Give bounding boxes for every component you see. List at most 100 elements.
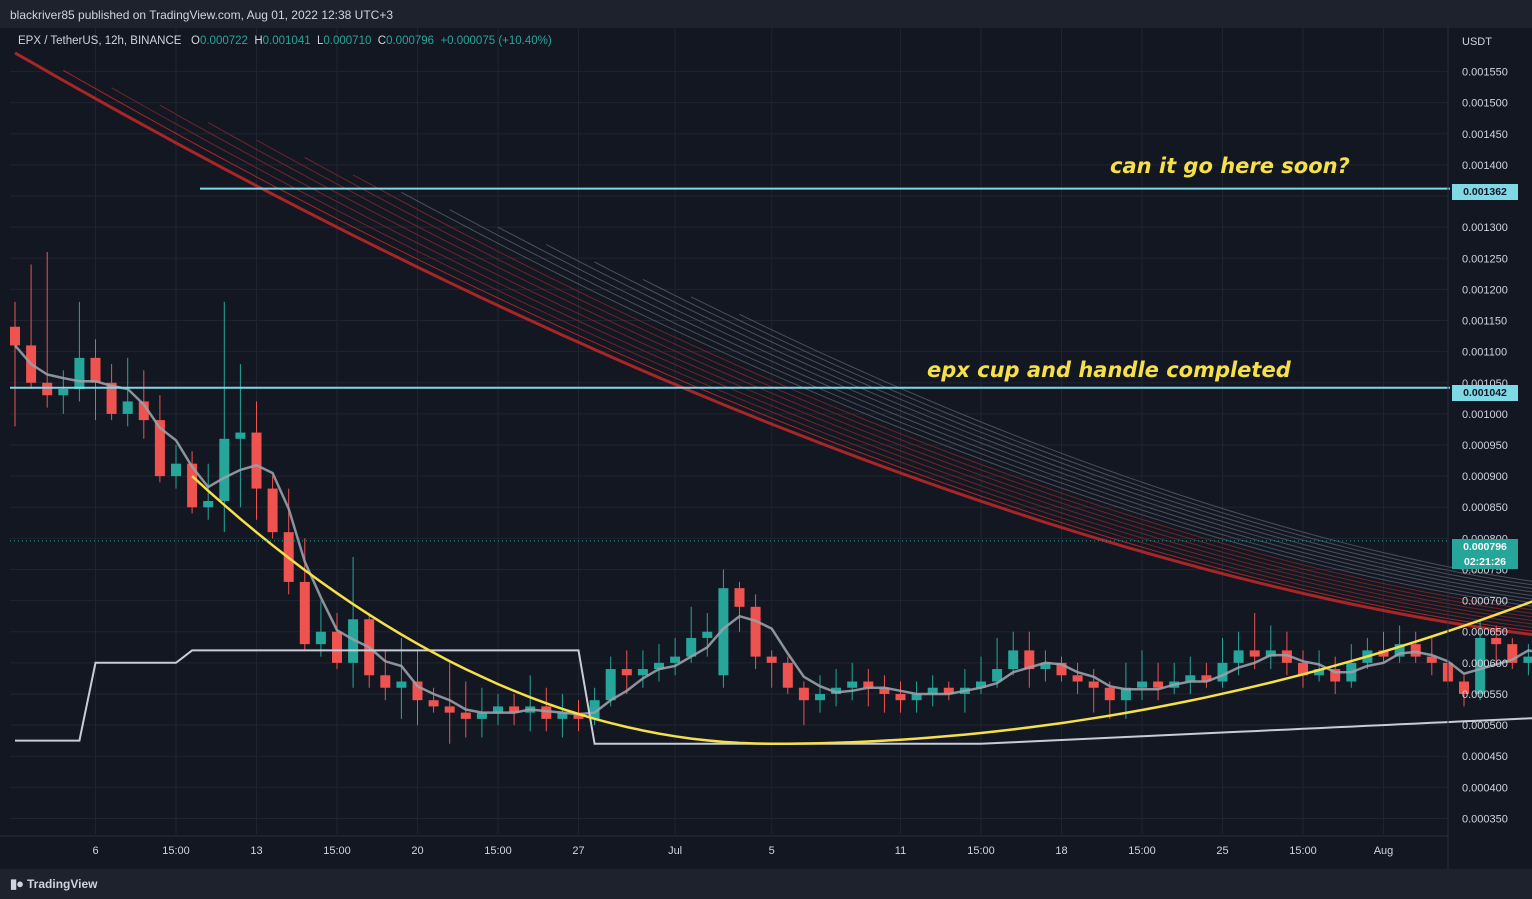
candle-body <box>1523 656 1532 663</box>
overlay-lines <box>10 187 1532 746</box>
price-tick-label: 0.001250 <box>1462 253 1508 265</box>
candle-body <box>605 669 616 701</box>
ribbon-line <box>111 87 1532 628</box>
close-value: 0.000796 <box>386 35 435 47</box>
ribbon-line <box>256 139 1532 618</box>
candle-body <box>1281 650 1292 663</box>
ribbon-line <box>497 226 1532 600</box>
time-tick-label: 15:00 <box>484 845 512 857</box>
last-price-badge: 0.000796 <box>1452 539 1518 555</box>
price-tick-label: 0.000650 <box>1462 627 1508 639</box>
candle-body <box>476 712 487 719</box>
candle-body <box>847 681 858 688</box>
time-tick-label: 15:00 <box>162 845 190 857</box>
price-tick-label: 0.000550 <box>1462 689 1508 701</box>
candle-body <box>1185 675 1196 682</box>
price-tick-label: 0.001550 <box>1462 67 1508 79</box>
candle-body <box>686 637 697 657</box>
tradingview-logo-icon: ▮● <box>10 876 24 891</box>
price-tick-label: 0.001150 <box>1462 316 1507 328</box>
candle-body <box>219 438 230 502</box>
currency-label: USDT <box>1462 36 1492 48</box>
candle-body <box>1201 675 1212 682</box>
price-tick-label: 0.001100 <box>1462 347 1507 359</box>
bar-countdown: 02:21:26 <box>1452 555 1518 569</box>
close-label: C <box>377 35 387 47</box>
candle-body <box>90 357 101 383</box>
candle-body <box>460 712 471 719</box>
high-label: H <box>254 35 263 47</box>
candle-body <box>154 420 165 477</box>
candle-body <box>299 581 310 645</box>
candle-body <box>74 357 85 389</box>
candle-body <box>1040 662 1051 670</box>
candle-body <box>58 388 69 396</box>
time-tick-label: 25 <box>1216 845 1228 857</box>
price-chart[interactable]: USDT 0.001550 0.001500 0.001450 0.001400 0.00… <box>0 28 1532 869</box>
high-value: 0.001041 <box>262 35 311 47</box>
time-tick-label: 18 <box>1055 845 1067 857</box>
candle-body <box>798 687 809 701</box>
candle-body <box>1426 656 1437 663</box>
target-price-badge: 0.001362 <box>1452 184 1518 200</box>
candle-body <box>187 463 198 508</box>
candle-body <box>621 669 632 676</box>
price-tick-label: 0.000350 <box>1462 813 1508 825</box>
breakout-price-badge: 0.001042 <box>1452 385 1518 401</box>
ribbon-line <box>207 122 1532 621</box>
candle-body <box>42 382 53 396</box>
candle-body <box>509 706 520 713</box>
candle-body <box>1120 687 1131 701</box>
time-tick-label: 15:00 <box>323 845 351 857</box>
candle-body <box>766 656 777 663</box>
time-tick-label: 13 <box>250 845 262 857</box>
ribbon-line <box>594 261 1532 593</box>
ohlc-legend[interactable]: EPX / TetherUS, 12h, BINANCE O0.000722 H… <box>18 35 552 47</box>
candle-body <box>1008 650 1019 670</box>
publisher-info: blackriver85 published on TradingView.co… <box>10 8 394 22</box>
candle-body <box>879 687 890 694</box>
candle-body <box>750 606 761 657</box>
time-axis[interactable]: 6 15:00 13 15:00 20 15:00 27 Jul 5 11 15:00 18 15:00… <box>0 835 1448 857</box>
candle-body <box>1298 662 1308 676</box>
ribbon-line <box>14 51 1532 637</box>
candle-body <box>332 631 342 663</box>
price-tick-label: 0.000850 <box>1462 502 1508 514</box>
annotation-cup-handle: epx cup and handle completed <box>927 358 1291 382</box>
candle-body <box>541 706 552 719</box>
candle-body <box>1394 644 1405 657</box>
candle-body <box>670 656 681 663</box>
tradingview-brand[interactable]: ▮● TradingView <box>10 876 97 892</box>
candle-body <box>895 693 906 701</box>
candle-body <box>138 401 149 421</box>
candle-body <box>203 501 214 508</box>
candle-body <box>573 712 584 719</box>
candle-body <box>1459 681 1469 694</box>
candle-body <box>251 432 262 489</box>
candle-body <box>380 675 391 688</box>
change-value: +0.000075 (+10.40%) <box>440 35 552 47</box>
candle-body <box>718 588 729 676</box>
candle-body <box>992 669 1003 682</box>
price-tick-label: 0.000450 <box>1462 751 1508 763</box>
annotation-target: can it go here soon? <box>1110 154 1350 178</box>
candle-body <box>1330 669 1341 682</box>
candle-body <box>106 382 117 414</box>
candle-body <box>315 631 326 645</box>
chart-area[interactable]: USDT 0.001550 0.001500 0.001450 0.001400 0.00… <box>0 28 1532 869</box>
cup-curve <box>191 475 1532 746</box>
candle-body <box>493 706 503 713</box>
candle-body <box>1314 669 1325 676</box>
time-tick-label: 5 <box>769 845 775 857</box>
candle-body <box>782 662 793 688</box>
candle-body <box>976 681 986 688</box>
candle-body <box>412 681 423 701</box>
candle-body <box>1233 650 1244 663</box>
price-tick-label: 0.001300 <box>1462 222 1508 234</box>
price-tick-label: 0.001200 <box>1462 284 1508 296</box>
candle-body <box>396 681 407 688</box>
candle-body <box>557 712 568 719</box>
candle-body <box>589 700 600 719</box>
moving-average-ribbon <box>14 51 1532 637</box>
candle-body <box>348 619 359 663</box>
